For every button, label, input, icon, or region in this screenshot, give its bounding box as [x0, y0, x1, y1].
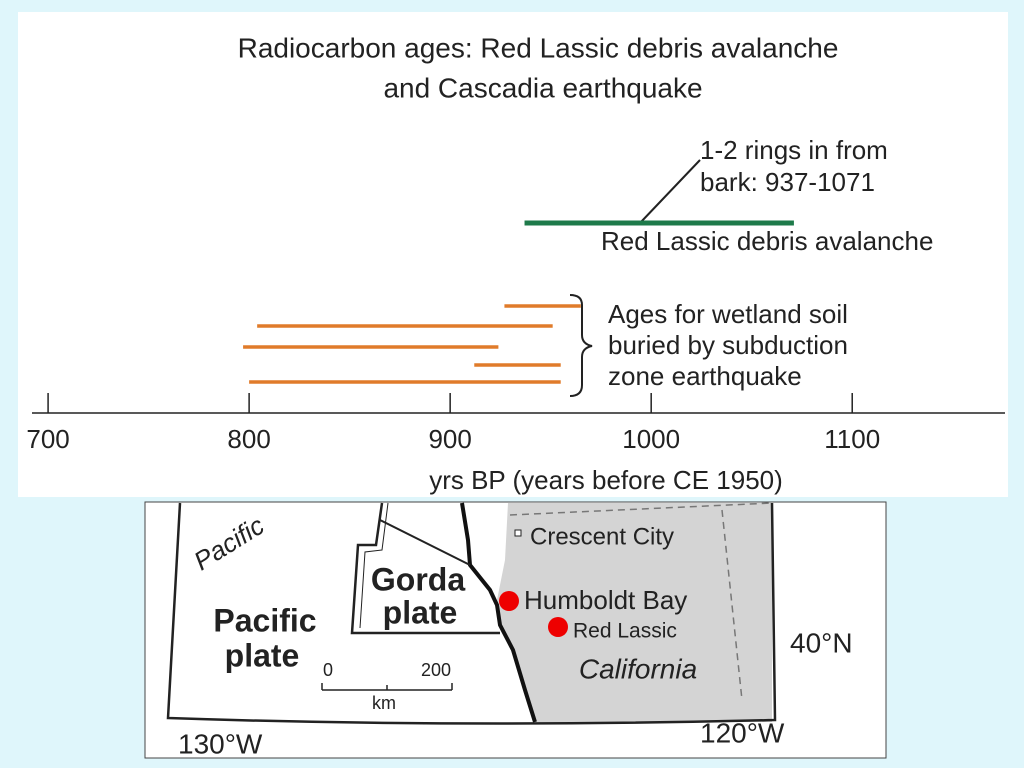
map-label: 120°W [700, 717, 785, 748]
fault [379, 519, 471, 566]
x-axis-label: yrs BP (years before CE 1950) [429, 465, 783, 495]
site-marker [548, 617, 568, 637]
brace [569, 294, 593, 397]
map-label: California [579, 653, 697, 684]
map-label: Red Lassic [573, 620, 677, 643]
map-border [166, 502, 777, 725]
x-tick-label: 900 [428, 424, 471, 454]
x-tick-label: 700 [26, 424, 69, 454]
chart-panel [18, 12, 1008, 497]
scale-label: 200 [421, 660, 451, 680]
city-marker [514, 529, 522, 537]
map-label: 130°W [178, 728, 263, 759]
series-label: Red Lassic debris avalanche [601, 226, 933, 256]
map-label: Gorda [371, 561, 465, 597]
gorda-boundary [350, 502, 500, 635]
chart-title: Radiocarbon ages: Red Lassic debris aval… [238, 32, 839, 63]
gorda-boundary [359, 502, 389, 629]
map-label: 40°N [790, 627, 853, 658]
series-label: buried by subduction [608, 330, 848, 360]
annotation-leader [639, 159, 701, 224]
annotation: 1-2 rings in from [700, 135, 888, 165]
chart-title: and Cascadia earthquake [383, 72, 702, 103]
series-label: zone earthquake [608, 361, 802, 391]
map-label: Crescent City [530, 523, 674, 550]
map-label: plate [225, 637, 300, 673]
map-label: Pacific [213, 602, 316, 638]
series-label: Ages for wetland soil [608, 299, 848, 329]
x-tick-label: 800 [227, 424, 270, 454]
map-label: plate [383, 594, 458, 630]
x-tick-label: 1100 [824, 424, 880, 454]
map-label: Humboldt Bay [524, 585, 687, 615]
land [497, 503, 772, 722]
state-border [509, 502, 773, 701]
site-marker [499, 591, 519, 611]
annotation: bark: 937-1071 [700, 167, 875, 197]
scale-label: 0 [323, 660, 333, 680]
coast-boundary [460, 502, 537, 723]
map: Pacific Pacific plate Gorda plate Cresce… [144, 501, 887, 759]
scale-label: km [372, 693, 396, 713]
x-tick-label: 1000 [622, 424, 680, 454]
